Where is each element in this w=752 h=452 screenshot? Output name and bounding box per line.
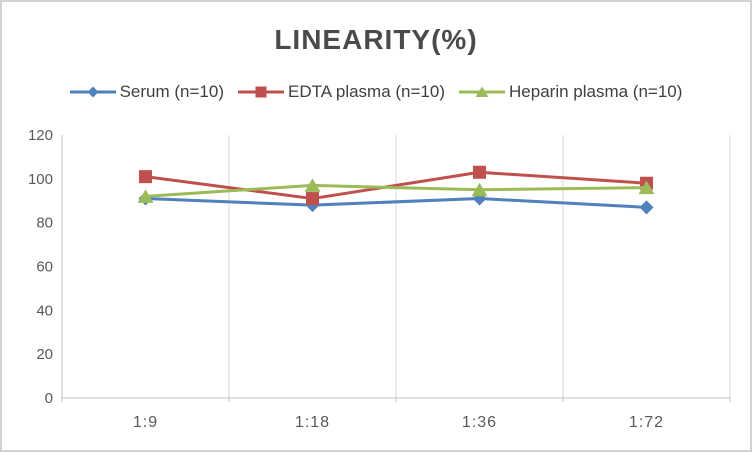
series-marker-heparin xyxy=(304,178,321,192)
x-tick-label: 1:9 xyxy=(133,414,158,431)
series-line-heparin xyxy=(144,183,648,198)
legend-label: Serum (n=10) xyxy=(119,82,224,101)
series-marker-serum xyxy=(639,200,654,215)
legend-label: Heparin plasma (n=10) xyxy=(509,82,683,101)
legend-item-heparin: Heparin plasma (n=10) xyxy=(459,82,682,102)
legend-square-icon xyxy=(238,86,284,98)
series-line-edta xyxy=(144,170,648,201)
legend-label: EDTA plasma (n=10) xyxy=(288,82,446,101)
x-tick-label: 1:72 xyxy=(629,414,664,431)
y-tick-label: 40 xyxy=(36,302,53,319)
y-tick-label: 20 xyxy=(36,346,53,363)
y-tick-label: 100 xyxy=(28,171,53,188)
chart-legend: Serum (n=10) EDTA plasma (n=10) Heparin pl… xyxy=(2,82,750,102)
legend-triangle-icon xyxy=(459,86,506,97)
series-marker-heparin xyxy=(638,180,655,195)
x-tick-label: 1:36 xyxy=(462,414,497,431)
y-tick-label: 120 xyxy=(28,127,53,144)
x-tick-label: 1:18 xyxy=(295,414,330,431)
y-tick-label: 80 xyxy=(36,215,53,232)
series-marker-heparin xyxy=(471,182,488,197)
series-marker-heparin xyxy=(137,189,154,203)
series-line-serum xyxy=(144,197,648,209)
chart-title: LINEARITY(%) xyxy=(274,24,478,55)
y-tick-label: 60 xyxy=(36,259,53,276)
legend-diamond-icon xyxy=(69,86,116,98)
legend-item-serum: Serum (n=10) xyxy=(69,82,224,102)
legend-item-edta: EDTA plasma (n=10) xyxy=(238,82,445,102)
series-marker-edta xyxy=(139,170,152,184)
series-marker-edta xyxy=(306,192,319,206)
y-tick-label: 0 xyxy=(45,390,53,407)
series-marker-edta xyxy=(473,165,486,179)
